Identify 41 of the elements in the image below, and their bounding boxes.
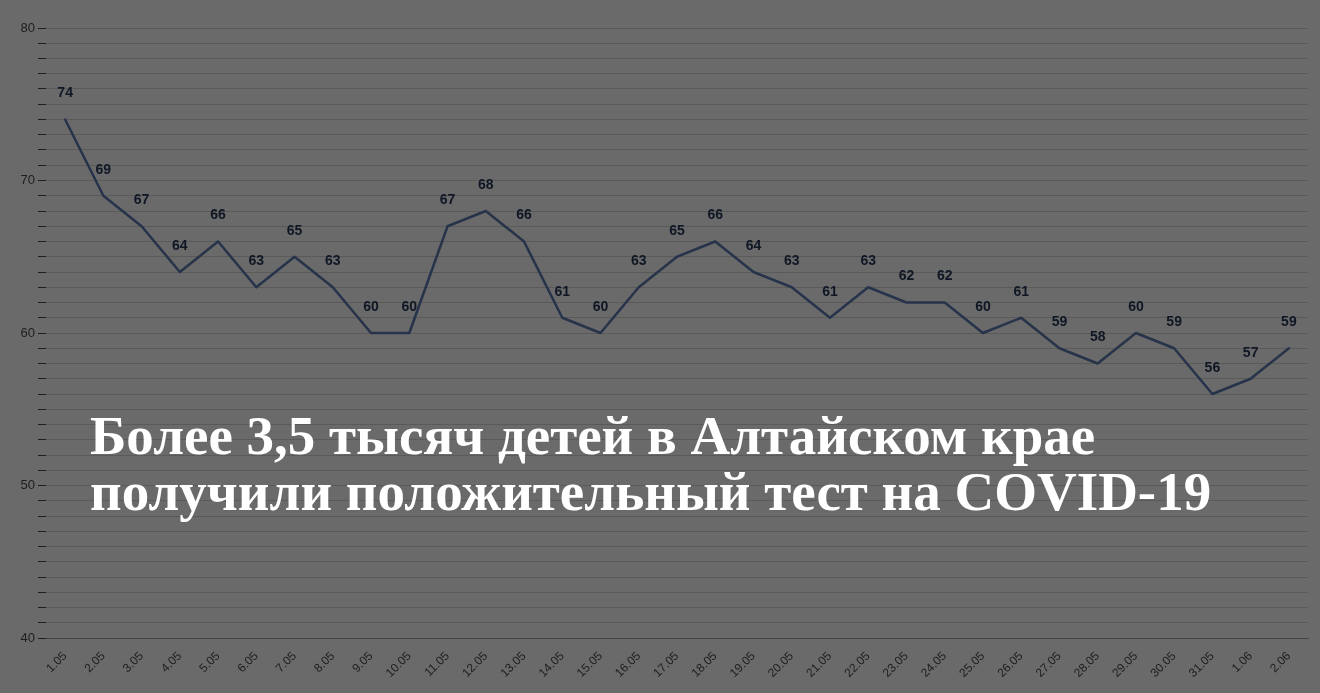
data-label: 59 xyxy=(1166,313,1183,330)
x-tick-label: 7.05 xyxy=(272,648,300,676)
data-label: 63 xyxy=(248,252,265,269)
data-label: 60 xyxy=(401,297,418,314)
data-label: 58 xyxy=(1089,328,1106,345)
y-tick-label: 80 xyxy=(20,19,35,35)
data-label: 63 xyxy=(783,252,800,269)
data-label: 68 xyxy=(478,175,494,192)
data-label: 63 xyxy=(630,252,647,269)
data-label: 67 xyxy=(439,191,456,208)
data-label: 61 xyxy=(1013,282,1030,299)
data-label: 66 xyxy=(707,206,724,223)
data-label: 61 xyxy=(822,282,838,299)
data-label: 60 xyxy=(592,297,609,314)
y-tick-label: 60 xyxy=(20,324,35,340)
data-label: 59 xyxy=(1051,313,1068,330)
data-label: 62 xyxy=(936,267,953,284)
y-tick-label: 50 xyxy=(20,477,35,493)
data-label: 60 xyxy=(363,297,380,314)
data-label: 64 xyxy=(745,236,762,253)
data-label: 57 xyxy=(1242,343,1259,360)
data-label: 66 xyxy=(516,206,533,223)
data-label: 60 xyxy=(1128,297,1144,314)
data-label: 60 xyxy=(975,297,991,314)
data-label: 67 xyxy=(133,191,150,208)
data-label: 59 xyxy=(1281,313,1297,330)
data-label: 63 xyxy=(325,252,341,269)
y-tick-label: 40 xyxy=(20,629,35,645)
data-label: 56 xyxy=(1204,358,1221,375)
data-label: 64 xyxy=(172,236,188,253)
data-label: 62 xyxy=(898,267,915,284)
text: Более 3,5 тысяч детей в Алтайском крае получили положительный тест на COVID-19 xyxy=(90,405,1213,522)
x-tick-label: 1.06 xyxy=(1228,648,1256,676)
data-label: 61 xyxy=(554,282,571,299)
data-label: 63 xyxy=(860,252,877,269)
data-label: 74 xyxy=(57,84,74,101)
data-label: 65 xyxy=(286,221,303,238)
y-tick-label: 70 xyxy=(20,172,35,188)
data-label: 66 xyxy=(210,206,227,223)
data-label: 69 xyxy=(95,160,112,177)
data-label: 65 xyxy=(669,221,685,238)
